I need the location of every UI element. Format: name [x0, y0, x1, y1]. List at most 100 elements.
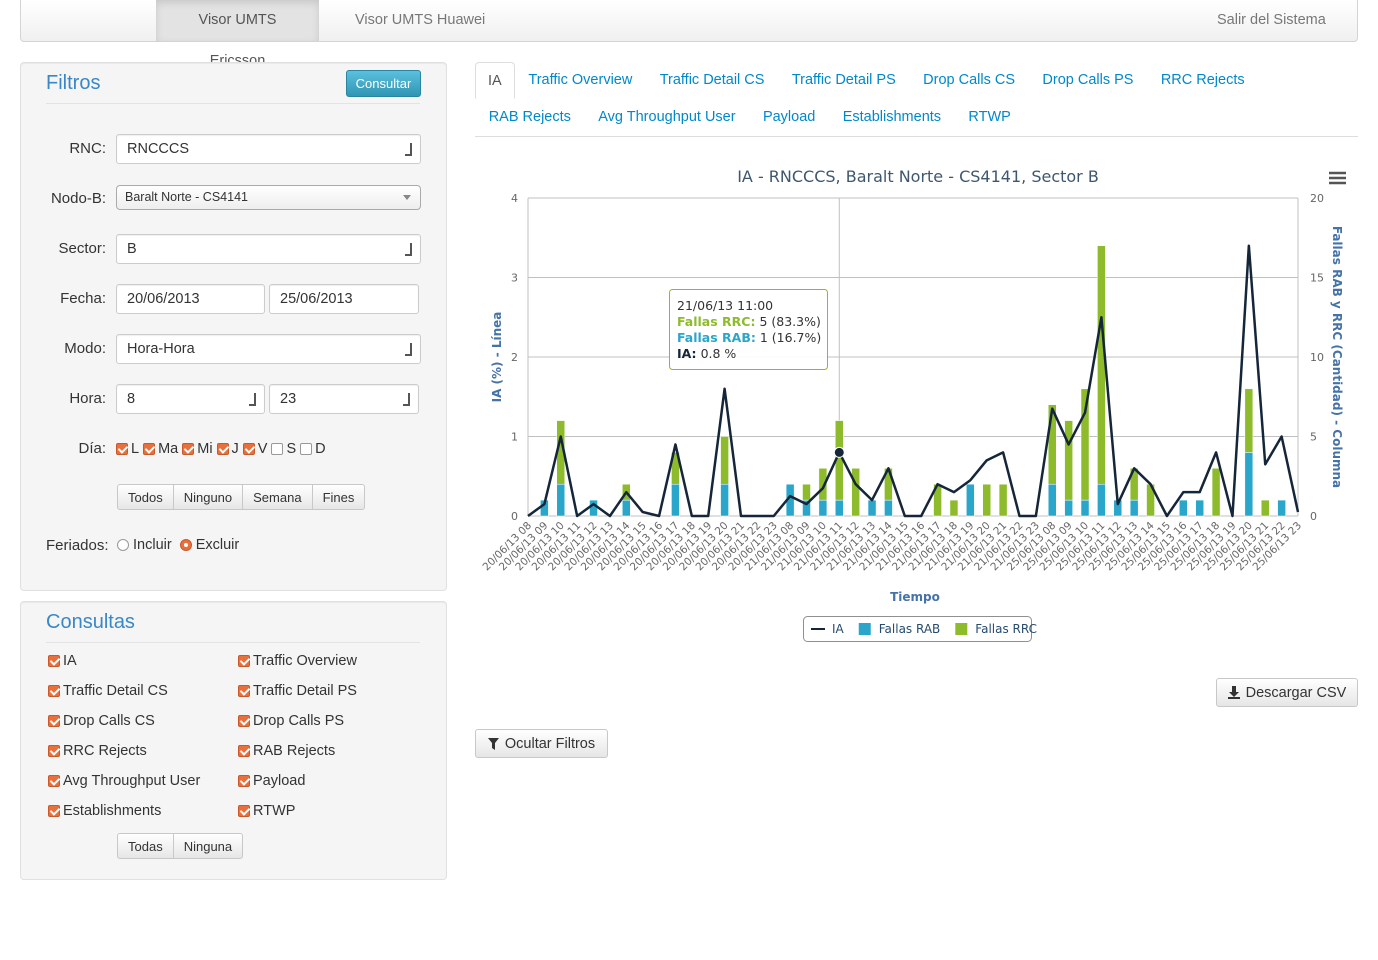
- date-input[interactable]: 20/06/2013: [116, 284, 265, 314]
- checkbox[interactable]: [143, 443, 156, 456]
- checkbox[interactable]: [48, 685, 60, 698]
- day-label: D: [315, 441, 326, 457]
- day-option[interactable]: V: [242, 441, 267, 457]
- query-label: Traffic Detail PS: [253, 683, 357, 699]
- tab[interactable]: Drop Calls PS: [1042, 72, 1134, 88]
- radio-label: Incluir: [133, 537, 172, 553]
- query-option[interactable]: Traffic Detail PS: [238, 683, 357, 699]
- tab[interactable]: Traffic Overview: [528, 72, 633, 88]
- bar: [1129, 499, 1139, 517]
- checkbox[interactable]: [48, 745, 60, 758]
- checkbox[interactable]: [238, 745, 250, 758]
- checkbox[interactable]: [48, 715, 60, 728]
- button[interactable]: Semana: [242, 484, 313, 510]
- query-option[interactable]: Traffic Detail CS: [48, 683, 168, 699]
- tab[interactable]: RTWP: [968, 109, 1011, 125]
- menu-icon[interactable]: [1329, 171, 1346, 185]
- tab[interactable]: Avg Throughput User: [598, 109, 736, 125]
- tab[interactable]: Traffic Detail CS: [659, 72, 765, 88]
- query-option[interactable]: IA: [48, 653, 77, 669]
- y-tick-label: 4: [511, 192, 518, 205]
- query-label: RRC Rejects: [63, 743, 147, 759]
- query-label: Establishments: [63, 803, 162, 819]
- day-option[interactable]: Ma: [143, 441, 178, 457]
- field-label: Fecha:: [60, 290, 106, 307]
- checkbox[interactable]: [216, 443, 229, 456]
- day-option[interactable]: Mi: [182, 441, 213, 457]
- query-option[interactable]: Avg Throughput User: [48, 773, 200, 789]
- day-option[interactable]: J: [216, 441, 239, 457]
- queries-title: Consultas: [46, 611, 135, 633]
- checkbox[interactable]: [238, 655, 250, 668]
- day-option[interactable]: D: [300, 441, 326, 457]
- hide-filters-button[interactable]: Ocultar Filtros: [475, 729, 608, 758]
- button[interactable]: Ninguno: [172, 484, 244, 510]
- tab[interactable]: Drop Calls CS: [923, 72, 1016, 88]
- radio[interactable]: [117, 539, 129, 552]
- query-label: Drop Calls PS: [253, 713, 345, 729]
- query-option[interactable]: RAB Rejects: [238, 743, 335, 759]
- query-option[interactable]: RTWP: [238, 803, 295, 819]
- select[interactable]: B: [116, 234, 421, 264]
- submit-button[interactable]: Consultar: [346, 70, 421, 97]
- tooltip-row-label: Fallas RRC:: [677, 314, 755, 329]
- bar: [720, 436, 729, 485]
- tab[interactable]: RRC Rejects: [1160, 72, 1245, 88]
- radio[interactable]: [179, 539, 192, 552]
- checkbox[interactable]: [242, 443, 255, 456]
- checkbox[interactable]: [238, 685, 250, 698]
- line: [527, 244, 1300, 518]
- radio-option[interactable]: Incluir: [117, 537, 172, 553]
- checkbox[interactable]: [48, 775, 60, 788]
- tab[interactable]: Payload: [762, 109, 816, 125]
- select[interactable]: 23: [269, 384, 419, 414]
- select[interactable]: Hora-Hora: [116, 334, 421, 364]
- query-option[interactable]: Traffic Overview: [238, 653, 357, 669]
- query-option[interactable]: Drop Calls CS: [48, 713, 155, 729]
- bar: [851, 468, 860, 517]
- tab[interactable]: IA: [475, 62, 515, 99]
- checkbox[interactable]: [238, 775, 250, 788]
- checkbox[interactable]: [48, 805, 60, 818]
- nav-item[interactable]: Visor UMTS Ericsson: [156, 0, 319, 69]
- nav-logout[interactable]: Salir del Sistema: [1217, 12, 1326, 28]
- checkbox[interactable]: [238, 805, 250, 818]
- date-input[interactable]: 25/06/2013: [269, 284, 419, 314]
- field-label: Día:: [78, 440, 106, 457]
- tooltip-row-label: Fallas RAB:: [677, 330, 756, 345]
- bar: [884, 499, 893, 517]
- navbar: Visor UMTS Ericsson Visor UMTS Huawei Sa…: [20, 0, 1358, 69]
- tab[interactable]: RAB Rejects: [488, 109, 571, 125]
- query-option[interactable]: Establishments: [48, 803, 161, 819]
- query-option[interactable]: RRC Rejects: [48, 743, 147, 759]
- select[interactable]: 8: [116, 384, 265, 414]
- download-button[interactable]: Descargar CSV: [1216, 678, 1358, 707]
- y-axis-title: IA (%) - Línea: [490, 312, 504, 403]
- tab[interactable]: Establishments: [842, 109, 942, 125]
- tooltip-row: Fallas RRC: 5 (83.3%): [677, 314, 821, 329]
- y2-tick-label: 10: [1310, 351, 1324, 364]
- query-label: Avg Throughput User: [63, 773, 201, 789]
- checkbox[interactable]: [300, 443, 313, 456]
- bar: [589, 499, 598, 517]
- tab[interactable]: Traffic Detail PS: [791, 72, 896, 88]
- button[interactable]: Ninguna: [172, 833, 244, 859]
- day-option[interactable]: L: [116, 441, 139, 457]
- button[interactable]: Todas: [117, 833, 174, 859]
- day-label: L: [131, 441, 140, 457]
- query-option[interactable]: Payload: [238, 773, 305, 789]
- select[interactable]: RNCCCS: [116, 134, 421, 164]
- button[interactable]: Todos: [117, 484, 174, 510]
- button[interactable]: Fines: [311, 484, 366, 510]
- bar: [720, 483, 729, 517]
- checkbox[interactable]: [271, 443, 284, 456]
- day-option[interactable]: S: [271, 441, 296, 457]
- checkbox[interactable]: [116, 443, 128, 456]
- query-option[interactable]: Drop Calls PS: [238, 713, 344, 729]
- radio-option[interactable]: Excluir: [179, 537, 239, 553]
- checkbox[interactable]: [238, 715, 250, 728]
- nav-item[interactable]: Visor UMTS Huawei: [355, 12, 486, 28]
- checkbox[interactable]: [48, 655, 60, 668]
- checkbox[interactable]: [182, 443, 195, 456]
- select[interactable]: Baralt Norte - CS4141: [116, 185, 421, 210]
